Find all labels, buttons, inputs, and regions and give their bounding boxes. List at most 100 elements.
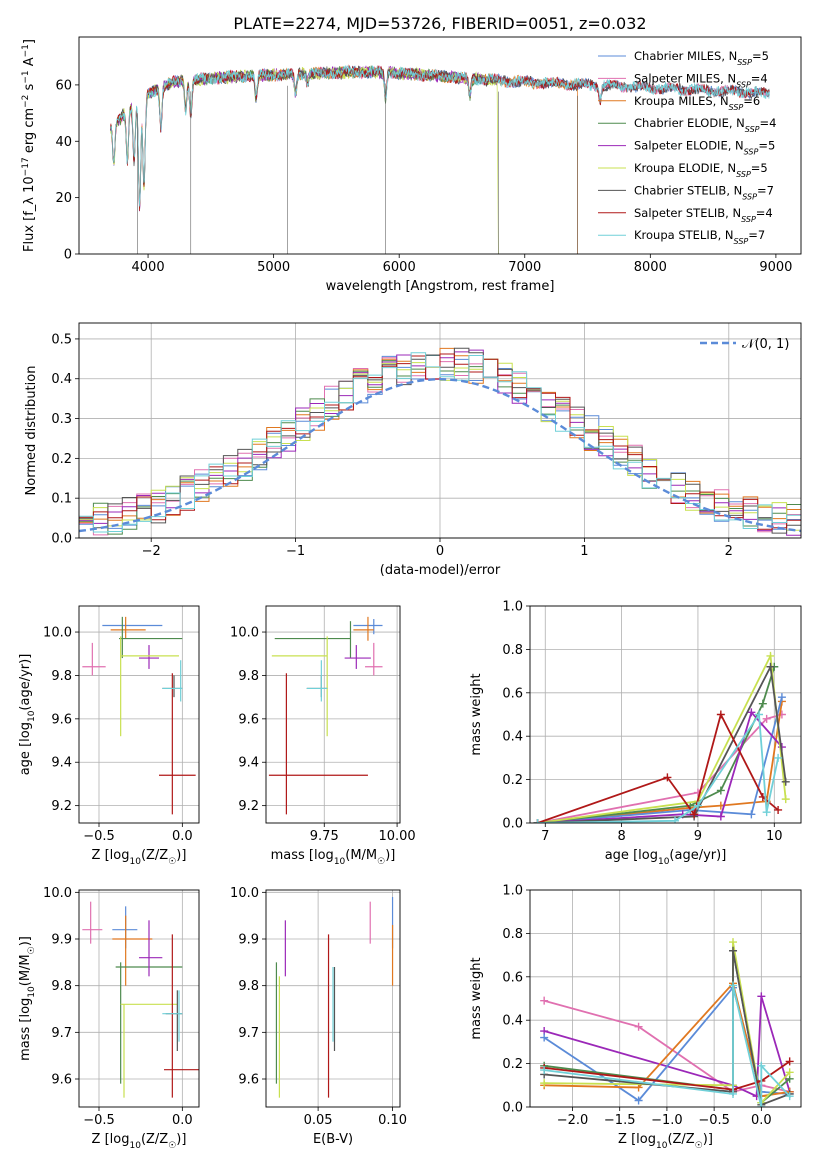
y-tick-label: 9.4 xyxy=(51,756,72,771)
y-tick-label: 9.7 xyxy=(238,1026,259,1041)
y-tick-label: 0.0 xyxy=(51,532,72,547)
x-axis-label: age [log10(age/yr)] xyxy=(605,848,727,867)
y-tick-label: 9.9 xyxy=(238,933,259,948)
y-tick-label: 9.8 xyxy=(238,979,259,994)
weight-marker-kroupa_elodie xyxy=(785,1068,794,1077)
legend-label-chabrier_stelib: Chabrier STELIB, NSSP=7 xyxy=(634,183,774,201)
weight-marker-chabrier_elodie xyxy=(716,786,725,795)
x-tick-label: 10 xyxy=(766,829,783,844)
y-tick-label: 0.2 xyxy=(502,773,523,788)
y-tick-label: 0.8 xyxy=(502,927,523,942)
y-tick-label: 0.2 xyxy=(502,1057,523,1072)
panel-age_vs_mass: 9.75 10.00 9.2 9.4 9.6 9.8 10.0 mass [log10(M/M… xyxy=(230,605,416,867)
weight-marker-kroupa_stelib xyxy=(533,819,542,823)
legend-label-salpeter_miles: Salpeter MILES, NSSP=4 xyxy=(634,71,768,89)
weight-marker-salpeter_stelib xyxy=(785,1057,794,1066)
y-tick-label: 9.8 xyxy=(51,979,72,994)
weight-marker-kroupa_stelib xyxy=(774,753,783,762)
figure-title: PLATE=2274, MJD=53726, FIBERID=0051, z=0… xyxy=(233,14,646,33)
y-tick-label: 20 xyxy=(55,191,72,206)
x-axis-label: mass [log10(M/M☉)] xyxy=(271,848,396,867)
y-axis-label: mass weight xyxy=(469,673,484,755)
x-tick-label: 5000 xyxy=(257,260,290,275)
age_vs_z-errorbars xyxy=(82,616,196,815)
mass_vs_z-errorbars xyxy=(82,901,199,1098)
legend-label-kroupa_stelib: Kroupa STELIB, NSSP=7 xyxy=(634,228,765,246)
y-tick-label: 0.1 xyxy=(51,492,72,507)
plot-frame xyxy=(78,36,802,255)
weight-marker-salpeter_stelib xyxy=(690,810,699,819)
age_vs_mass-errorbars xyxy=(268,616,383,815)
weight-marker-kroupa_elodie xyxy=(540,1079,549,1088)
weight-line-kroupa_stelib xyxy=(537,711,779,823)
residuals-legend: 𝒩(0, 1) xyxy=(700,337,789,352)
x-tick-label: 6000 xyxy=(383,260,416,275)
x-tick-label: 0.10 xyxy=(378,1113,407,1128)
mass_weight_vs_age-lines xyxy=(533,651,790,823)
normal-curve xyxy=(79,377,801,533)
x-tick-label: 7 xyxy=(541,829,549,844)
x-tick-label: 0.0 xyxy=(172,1113,193,1128)
legend-label-salpeter_elodie: Salpeter ELODIE, NSSP=5 xyxy=(634,139,775,157)
y-tick-label: 0.6 xyxy=(502,686,523,701)
x-tick-label: 8000 xyxy=(634,260,667,275)
x-tick-label: −0.5 xyxy=(698,1113,730,1128)
y-tick-label: 9.8 xyxy=(238,669,259,684)
spectrum-line-kroupa_miles xyxy=(110,65,578,254)
plot-frame xyxy=(529,889,802,1108)
x-tick-label: −0.5 xyxy=(83,1113,115,1128)
weight-marker-kroupa_stelib xyxy=(762,808,771,817)
weight-marker-salpeter_miles xyxy=(762,714,771,723)
weight-line-chabrier_stelib xyxy=(537,663,787,823)
y-tick-label: 60 xyxy=(55,78,72,93)
y-tick-label: 0.4 xyxy=(502,730,523,745)
y-tick-label: 0.3 xyxy=(51,412,72,427)
weight-marker-chabrier_stelib xyxy=(781,777,790,786)
legend-label-chabrier_elodie: Chabrier ELODIE, NSSP=4 xyxy=(634,116,776,134)
weight-marker-chabrier_stelib xyxy=(766,662,775,671)
y-axis-label: Flux [f_λ 10−17 erg cm−2 s−1 A−1] xyxy=(21,39,37,252)
legend-label-chabrier_miles: Chabrier MILES, NSSP=5 xyxy=(634,49,769,67)
weight-marker-chabrier_miles xyxy=(540,1033,549,1042)
weight-marker-salpeter_stelib xyxy=(716,710,725,719)
weight-marker-salpeter_stelib xyxy=(774,805,783,814)
x-tick-label: 2 xyxy=(725,544,733,559)
legend-label-kroupa_elodie: Kroupa ELODIE, NSSP=5 xyxy=(634,161,768,179)
y-tick-label: 1.0 xyxy=(502,884,523,899)
weight-marker-chabrier_stelib xyxy=(729,946,738,955)
y-tick-label: 9.6 xyxy=(51,1073,72,1088)
y-tick-label: 0.0 xyxy=(502,817,523,832)
weight-line-chabrier_miles xyxy=(537,696,783,823)
y-axis-label: mass weight xyxy=(469,957,484,1039)
y-tick-label: 0.6 xyxy=(502,970,523,985)
weight-marker-kroupa_elodie xyxy=(729,938,738,947)
y-tick-label: 0.0 xyxy=(502,1101,523,1116)
mass_weight_vs_z-lines xyxy=(540,938,794,1107)
y-tick-label: 9.4 xyxy=(238,756,259,771)
panel-age_vs_z: −0.5 0.0 9.2 9.4 9.6 9.8 10.0 Z [log10(Z/Z☉)] ag… xyxy=(18,605,200,867)
y-tick-label: 10.0 xyxy=(43,626,72,641)
y-tick-label: 10.0 xyxy=(230,886,259,901)
x-axis-label: Z [log10(Z/Z☉)] xyxy=(92,848,187,867)
mass_vs_ebv-errorbars xyxy=(275,897,394,1098)
weight-marker-salpeter_miles xyxy=(634,1022,643,1031)
panel-residuals: −2 −1 0 1 2 0.0 0.1 0.2 0.3 0.4 0.5 (data-model)/er… xyxy=(24,322,802,578)
plot-frame xyxy=(265,889,401,1108)
weight-marker-salpeter_miles xyxy=(540,996,549,1005)
weight-marker-chabrier_miles xyxy=(747,810,756,819)
legend-label-salpeter_stelib: Salpeter STELIB, NSSP=4 xyxy=(634,206,773,224)
histogram-steps xyxy=(79,347,801,536)
y-tick-label: 9.6 xyxy=(51,712,72,727)
legend-label-normal: 𝒩(0, 1) xyxy=(742,337,789,352)
y-tick-label: 0.4 xyxy=(51,372,72,387)
weight-marker-kroupa_stelib xyxy=(693,801,702,810)
plot-frame xyxy=(529,605,802,824)
y-axis-label: mass [log10(M/M☉)] xyxy=(18,936,37,1061)
x-axis-label: (data-model)/error xyxy=(380,563,501,578)
x-tick-label: −1.0 xyxy=(651,1113,683,1128)
x-tick-label: 7000 xyxy=(508,260,541,275)
x-tick-label: 1 xyxy=(580,544,588,559)
plot-frame xyxy=(78,889,200,1108)
weight-marker-kroupa_stelib xyxy=(757,1061,766,1070)
weight-marker-salpeter_elodie xyxy=(747,708,756,717)
